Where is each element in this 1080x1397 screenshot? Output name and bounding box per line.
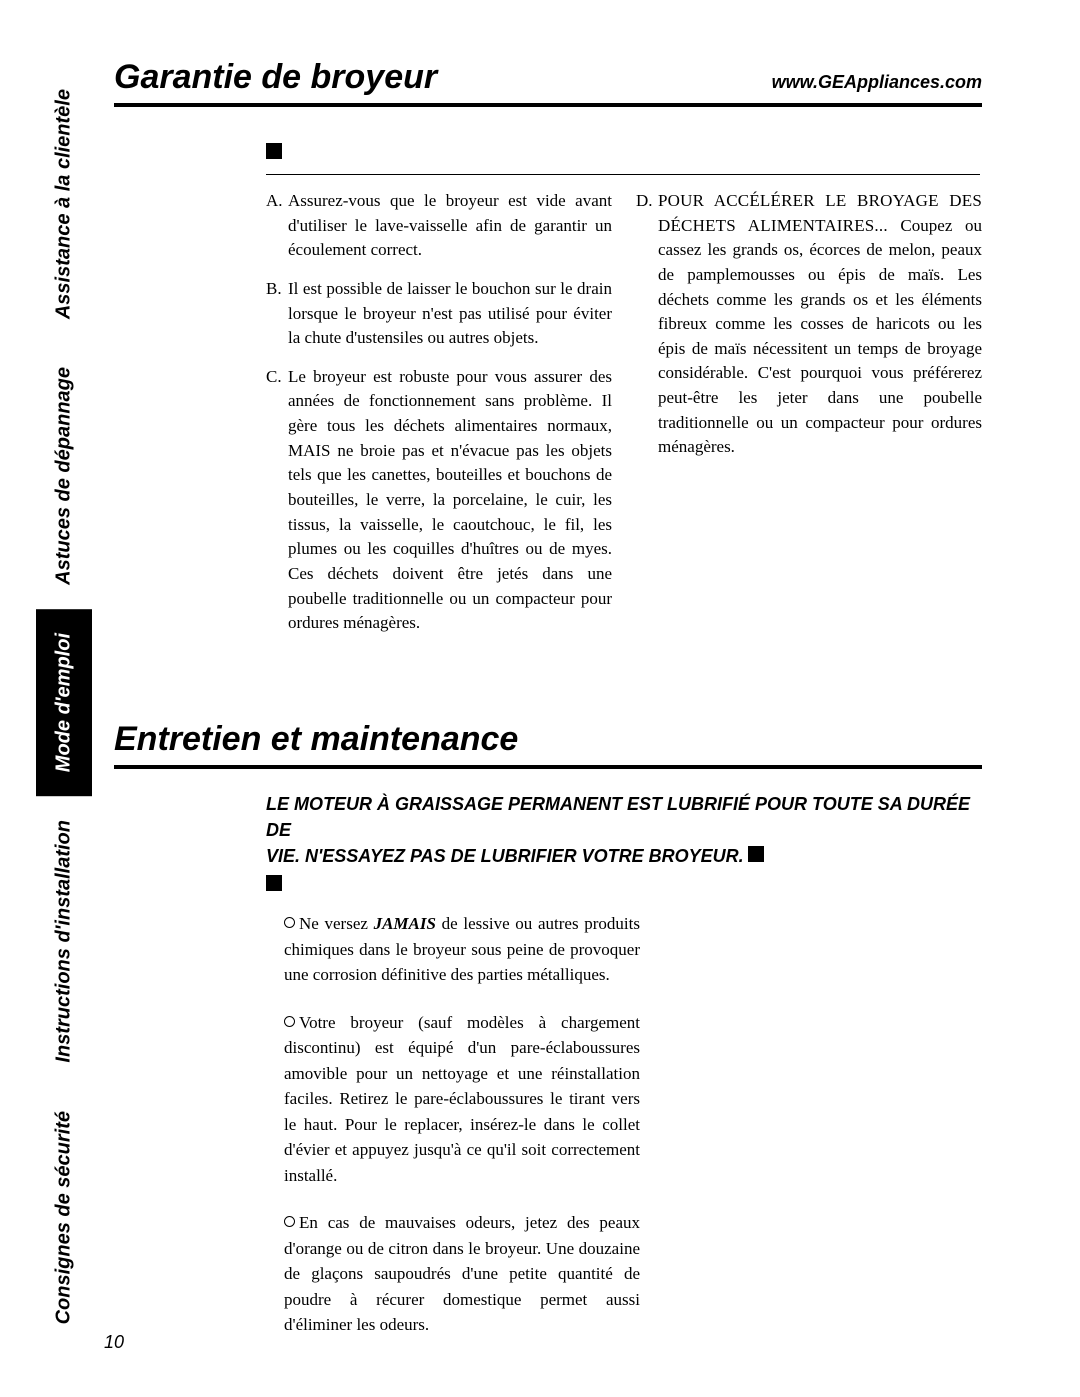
item-text: POUR ACCÉLÉRER LE BROYAGE DES DÉCHETS AL… — [658, 189, 982, 460]
bullet-icon — [284, 917, 295, 928]
column-1: A. Assurez-vous que le broyeur est vide … — [266, 189, 612, 650]
tip-bold: JAMAIS — [374, 914, 436, 933]
item-letter: D. — [636, 189, 658, 460]
list-item: C. Le broyeur est robuste pour vous assu… — [266, 365, 612, 636]
tip-text: Votre broyeur (sauf modèles à chargement… — [284, 1013, 640, 1185]
warning-line-2: VIE. N'ESSAYEZ PAS DE LUBRIFIER VOTRE BR… — [266, 846, 744, 866]
tab-consignes-securite[interactable]: Consignes de sécurité — [36, 1087, 92, 1348]
column-2: D. POUR ACCÉLÉRER LE BROYAGE DES DÉCHETS… — [636, 189, 982, 650]
warning-motor: LE MOTEUR À GRAISSAGE PERMANENT EST LUBR… — [266, 791, 980, 869]
square-marker-1 — [266, 143, 282, 159]
rule-top — [114, 103, 982, 107]
tab-astuces-depannage[interactable]: Astuces de dépannage — [36, 343, 92, 609]
url[interactable]: www.GEAppliances.com — [772, 72, 982, 93]
square-marker-2 — [748, 846, 764, 862]
page-number: 10 — [104, 1332, 124, 1353]
tips-list: Ne versez JAMAIS de lessive ou autres pr… — [284, 911, 640, 1338]
tip-item: En cas de mauvaises odeurs, jetez des pe… — [284, 1210, 640, 1338]
list-item: D. POUR ACCÉLÉRER LE BROYAGE DES DÉCHETS… — [636, 189, 982, 460]
list-item: B. Il est possible de laisser le bouchon… — [266, 277, 612, 351]
square-marker-3 — [266, 875, 282, 891]
item-text: Assurez-vous que le broyeur est vide ava… — [288, 189, 612, 263]
columns-garantie: A. Assurez-vous que le broyeur est vide … — [266, 189, 982, 650]
item-letter: B. — [266, 277, 288, 351]
item-tail: Coupez ou cassez les grands os, écorces … — [658, 216, 982, 457]
rule-top-2 — [114, 765, 982, 769]
item-letter: A. — [266, 189, 288, 263]
tab-mode-emploi[interactable]: Mode d'emploi — [36, 609, 92, 796]
list-item: A. Assurez-vous que le broyeur est vide … — [266, 189, 612, 263]
warning-line-1: LE MOTEUR À GRAISSAGE PERMANENT EST LUBR… — [266, 794, 970, 840]
item-text: Le broyeur est robuste pour vous assurer… — [288, 365, 612, 636]
tip-item: Ne versez JAMAIS de lessive ou autres pr… — [284, 911, 640, 988]
tip-text: En cas de mauvaises odeurs, jetez des pe… — [284, 1213, 640, 1334]
item-text: Il est possible de laisser le bouchon su… — [288, 277, 612, 351]
bullet-icon — [284, 1016, 295, 1027]
tab-assistance-clientele[interactable]: Assistance à la clientèle — [36, 65, 92, 343]
bullet-icon — [284, 1216, 295, 1227]
tip-item: Votre broyeur (sauf modèles à chargement… — [284, 1010, 640, 1189]
item-letter: C. — [266, 365, 288, 636]
rule-thin-1 — [266, 174, 980, 175]
tab-instructions-installation[interactable]: Instructions d'installation — [36, 796, 92, 1087]
heading-entretien: Entretien et maintenance — [114, 720, 982, 759]
heading-garantie: Garantie de broyeur — [114, 58, 437, 97]
side-tabs: Consignes de sécurité Instructions d'ins… — [36, 48, 92, 1348]
tip-pre: Ne versez — [299, 914, 374, 933]
